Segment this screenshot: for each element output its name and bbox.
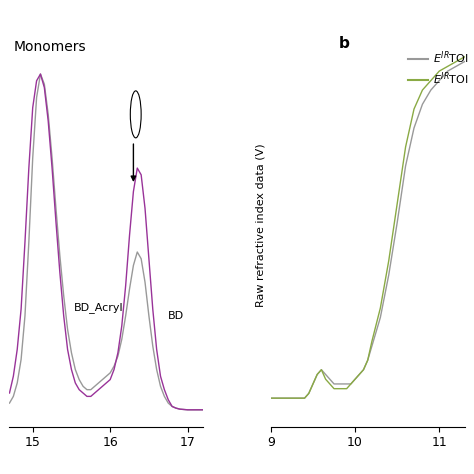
Circle shape bbox=[130, 91, 141, 138]
Legend: $E^{IR}$TOI, $E^{IR}$TOI: $E^{IR}$TOI, $E^{IR}$TOI bbox=[408, 49, 469, 87]
Text: BD_Acryl: BD_Acryl bbox=[74, 302, 123, 313]
Text: BD: BD bbox=[168, 311, 184, 321]
Text: Monomers: Monomers bbox=[13, 40, 86, 55]
Y-axis label: Raw refractive index data (V): Raw refractive index data (V) bbox=[255, 143, 265, 307]
Text: b: b bbox=[338, 36, 349, 51]
